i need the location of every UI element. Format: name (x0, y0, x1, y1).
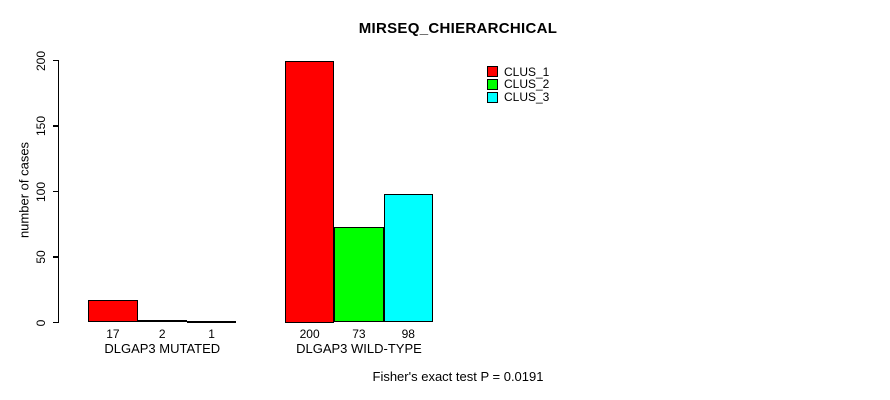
category-label: DLGAP3 WILD-TYPE (296, 340, 422, 356)
legend-item: CLUS_2 (487, 77, 550, 92)
legend-swatch-clus_1 (487, 66, 498, 77)
y-axis-tick (52, 59, 59, 62)
y-axis-tick (52, 125, 59, 127)
y-tick-label: 50 (33, 250, 48, 264)
y-axis-tick (52, 190, 59, 193)
y-tick-label: 0 (33, 319, 48, 326)
legend-item: CLUS_1 (487, 64, 550, 79)
legend-swatch-clus_3 (487, 91, 498, 103)
bar-clus_1-group1 (88, 300, 138, 323)
category-label: DLGAP3 MUTATED (104, 340, 221, 356)
y-tick-label: 100 (33, 181, 48, 202)
bar-clus_3-group1 (186, 321, 237, 324)
y-axis-tick (52, 256, 59, 258)
bar-value-label: 2 (158, 326, 166, 341)
bar-value-label: 73 (352, 326, 366, 341)
fisher-test-annotation: Fisher's exact test P = 0.0191 (372, 369, 544, 384)
bar-value-label: 17 (106, 326, 120, 341)
chart-title: MIRSEQ_CHIERARCHICAL (358, 20, 558, 37)
bar-clus_1-group2 (285, 60, 335, 323)
y-axis-tick (52, 321, 59, 324)
bar-clus_3-group2 (383, 194, 433, 323)
legend-label-clus_3: CLUS_3 (504, 90, 550, 105)
bar-value-label: 200 (299, 326, 320, 341)
bar-clus_2-group1 (137, 319, 187, 323)
bar-clus_2-group2 (334, 226, 384, 323)
bar-value-label: 98 (401, 326, 415, 341)
legend-label-clus_1: CLUS_1 (504, 64, 550, 79)
legend-label-clus_2: CLUS_2 (504, 77, 550, 92)
y-tick-label: 200 (33, 50, 48, 71)
legend-item: CLUS_3 (487, 90, 550, 105)
legend-swatch-clus_2 (487, 78, 498, 90)
y-tick-label: 150 (33, 115, 48, 137)
bar-value-label: 1 (208, 326, 215, 341)
